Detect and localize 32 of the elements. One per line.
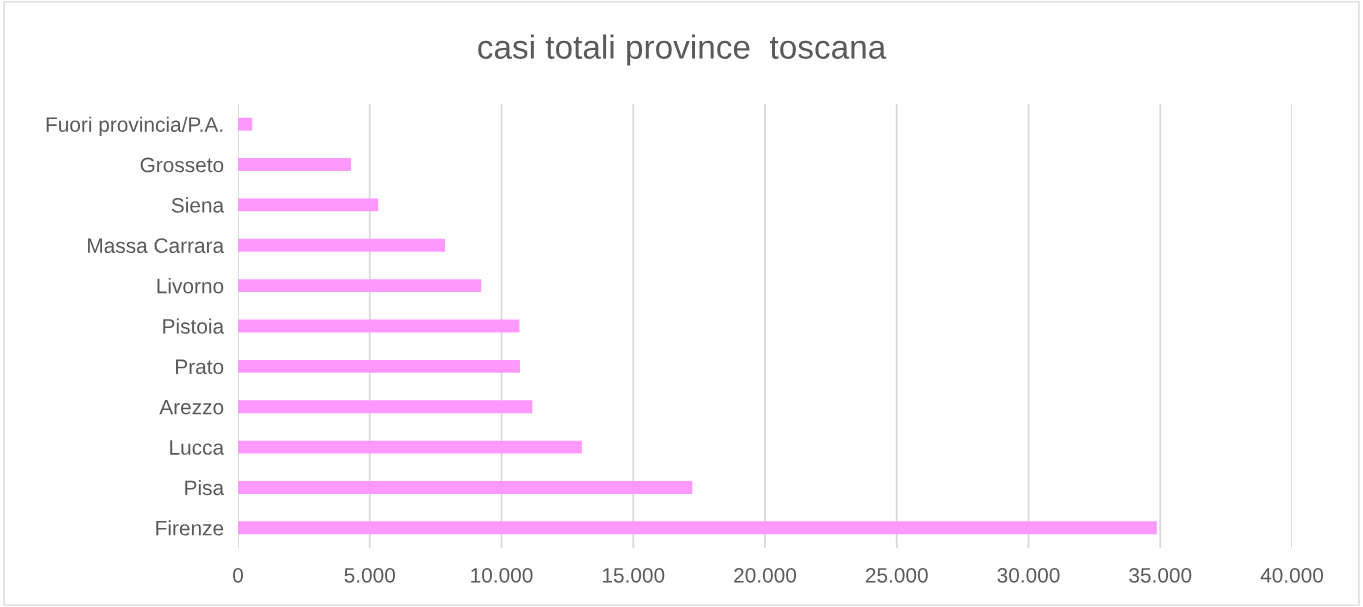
x-tick-label: 20.000 (734, 567, 797, 583)
bar (238, 117, 253, 131)
bar (238, 238, 446, 252)
chart-title: casi totali province toscana (478, 34, 887, 66)
y-tick-label: Fuori provincia/P.A. (46, 116, 223, 137)
bar (238, 400, 533, 414)
x-tick-label: 25.000 (865, 567, 928, 583)
x-tick-label: 10.000 (471, 567, 533, 583)
x-tick-label: 15.000 (602, 567, 665, 583)
y-tick-label: Arezzo (159, 399, 224, 415)
y-tick-label: Grosseto (140, 157, 224, 173)
bar (238, 158, 352, 171)
y-tick-label: Firenze (156, 520, 224, 536)
bar (238, 319, 520, 333)
y-tick-label: Pisa (185, 479, 225, 496)
x-tick-label: 0 (233, 567, 243, 583)
bar (238, 521, 1157, 535)
y-tick-label: Siena (171, 197, 225, 213)
bar (238, 440, 582, 454)
y-tick-label: Prato (176, 359, 224, 375)
bar (238, 279, 482, 293)
x-tick-label: 40.000 (1260, 567, 1324, 583)
bar (238, 359, 520, 373)
y-tick-label: Lucca (170, 440, 225, 455)
x-tick-label: 30.000 (997, 567, 1060, 583)
bar (238, 198, 379, 212)
y-tick-label: Livorno (157, 278, 224, 294)
bar (238, 481, 693, 494)
y-tick-label: Pistoia (163, 318, 225, 334)
y-tick-label: Massa Carrara (88, 238, 225, 254)
x-tick-label: 35.000 (1129, 567, 1192, 583)
x-tick-label: 5.000 (344, 567, 395, 583)
